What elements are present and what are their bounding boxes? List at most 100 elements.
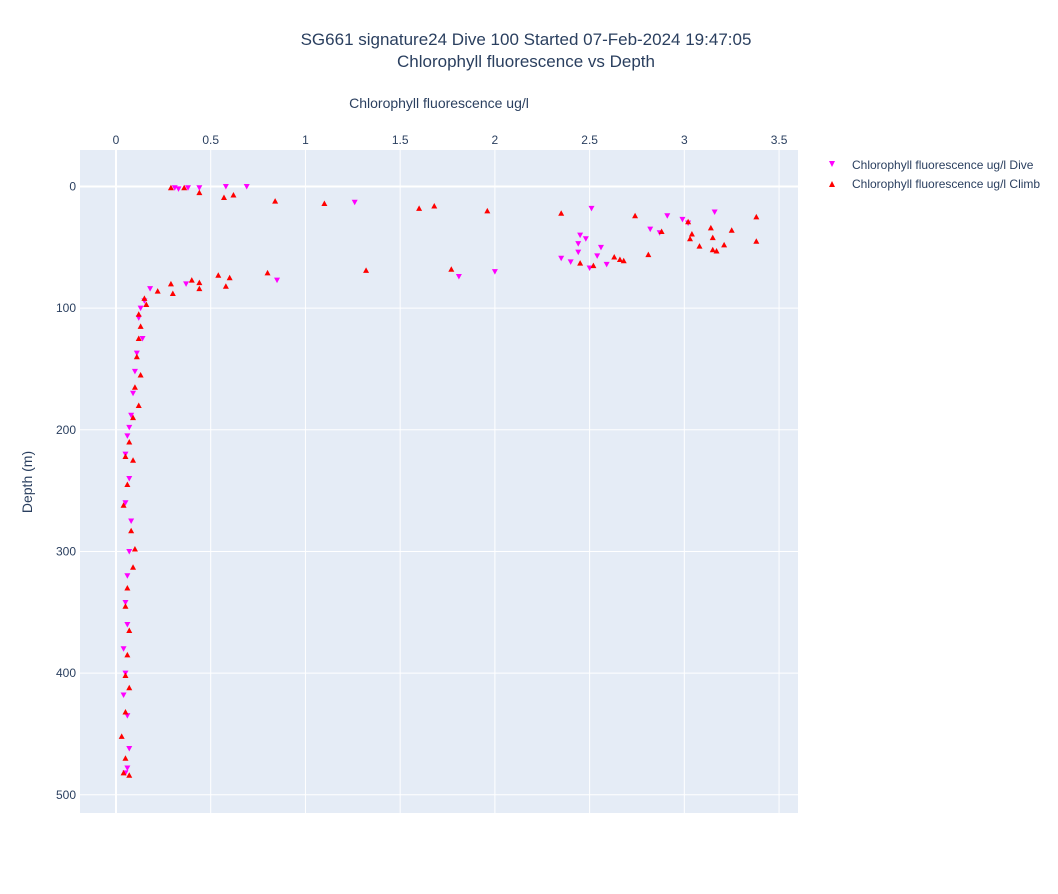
- climb-point[interactable]: [135, 402, 142, 408]
- climb-point[interactable]: [558, 210, 565, 216]
- dive-point[interactable]: [664, 213, 671, 219]
- climb-point[interactable]: [448, 266, 455, 272]
- climb-point[interactable]: [128, 527, 135, 534]
- climb-point[interactable]: [616, 256, 623, 262]
- climb-point[interactable]: [181, 184, 188, 191]
- climb-point[interactable]: [126, 438, 133, 445]
- climb-point[interactable]: [196, 279, 203, 286]
- climb-point[interactable]: [713, 247, 720, 254]
- dive-point[interactable]: [147, 286, 154, 292]
- climb-point[interactable]: [122, 755, 129, 761]
- climb-point[interactable]: [130, 564, 137, 570]
- dive-point[interactable]: [124, 765, 131, 771]
- climb-point[interactable]: [753, 238, 760, 244]
- dive-point[interactable]: [575, 249, 582, 256]
- climb-point[interactable]: [143, 301, 150, 307]
- climb-point[interactable]: [687, 235, 694, 242]
- dive-point[interactable]: [274, 277, 281, 284]
- dive-point[interactable]: [128, 518, 135, 525]
- climb-point[interactable]: [122, 709, 129, 715]
- dive-point[interactable]: [575, 241, 582, 247]
- dive-point[interactable]: [243, 183, 250, 190]
- climb-point[interactable]: [135, 311, 142, 317]
- climb-point[interactable]: [590, 262, 597, 269]
- dive-point[interactable]: [582, 236, 589, 242]
- climb-point[interactable]: [363, 267, 370, 273]
- climb-point[interactable]: [135, 335, 142, 342]
- climb-point[interactable]: [154, 288, 161, 294]
- dive-point[interactable]: [139, 336, 146, 342]
- legend-item-climb[interactable]: Chlorophyll fluorescence ug/l Climb: [829, 177, 1040, 191]
- dive-point[interactable]: [131, 368, 138, 375]
- legend-item-dive[interactable]: Chlorophyll fluorescence ug/l Dive: [829, 158, 1034, 172]
- climb-point[interactable]: [431, 202, 438, 209]
- climb-point[interactable]: [620, 257, 627, 264]
- dive-point[interactable]: [711, 209, 718, 216]
- climb-point[interactable]: [416, 205, 423, 211]
- climb-point[interactable]: [272, 198, 279, 204]
- dive-point[interactable]: [577, 232, 584, 239]
- climb-point[interactable]: [226, 274, 233, 281]
- climb-point[interactable]: [645, 251, 652, 258]
- dive-point[interactable]: [491, 269, 498, 275]
- climb-point[interactable]: [709, 234, 716, 241]
- climb-point[interactable]: [130, 414, 137, 421]
- climb-point[interactable]: [122, 672, 129, 679]
- climb-point[interactable]: [131, 384, 138, 390]
- dive-point[interactable]: [122, 500, 129, 506]
- dive-point[interactable]: [135, 315, 142, 321]
- climb-point[interactable]: [611, 254, 618, 260]
- climb-point[interactable]: [122, 453, 129, 460]
- climb-point[interactable]: [721, 241, 728, 248]
- climb-point[interactable]: [120, 502, 127, 508]
- climb-point[interactable]: [658, 228, 665, 235]
- dive-point[interactable]: [351, 199, 358, 206]
- climb-point[interactable]: [126, 684, 133, 691]
- climb-point[interactable]: [264, 269, 271, 276]
- dive-point[interactable]: [124, 573, 131, 579]
- climb-point[interactable]: [124, 481, 131, 488]
- dive-point[interactable]: [128, 412, 135, 419]
- climb-point[interactable]: [696, 243, 703, 249]
- climb-point[interactable]: [215, 272, 222, 278]
- climb-point[interactable]: [321, 200, 328, 207]
- dive-point[interactable]: [175, 186, 182, 192]
- climb-point[interactable]: [137, 323, 144, 329]
- climb-point[interactable]: [122, 603, 129, 609]
- dive-point[interactable]: [597, 244, 604, 251]
- climb-point[interactable]: [196, 285, 203, 292]
- climb-point[interactable]: [196, 189, 203, 196]
- climb-point[interactable]: [169, 290, 176, 297]
- dive-point[interactable]: [679, 216, 686, 223]
- dive-point[interactable]: [567, 259, 574, 265]
- climb-point[interactable]: [167, 280, 174, 287]
- dive-point[interactable]: [594, 253, 601, 259]
- climb-point[interactable]: [133, 353, 140, 360]
- climb-point[interactable]: [632, 212, 639, 219]
- climb-point[interactable]: [131, 546, 138, 552]
- climb-point[interactable]: [220, 194, 227, 200]
- climb-point[interactable]: [230, 192, 237, 198]
- climb-point[interactable]: [685, 218, 692, 225]
- climb-point[interactable]: [137, 372, 144, 378]
- climb-point[interactable]: [484, 207, 491, 214]
- climb-point[interactable]: [688, 230, 695, 237]
- climb-point[interactable]: [222, 283, 229, 289]
- climb-point[interactable]: [126, 772, 133, 778]
- climb-point[interactable]: [141, 295, 148, 301]
- dive-point[interactable]: [558, 255, 565, 262]
- climb-point[interactable]: [120, 769, 127, 776]
- dive-point[interactable]: [126, 424, 133, 431]
- dive-point[interactable]: [130, 390, 137, 397]
- dive-point[interactable]: [455, 274, 462, 280]
- dive-point[interactable]: [124, 433, 131, 439]
- climb-point[interactable]: [709, 246, 716, 253]
- dive-point[interactable]: [647, 226, 654, 233]
- dive-point[interactable]: [122, 600, 129, 606]
- dive-point[interactable]: [120, 692, 127, 698]
- dive-point[interactable]: [124, 713, 131, 719]
- dive-point[interactable]: [588, 205, 595, 212]
- climb-point[interactable]: [707, 224, 714, 231]
- climb-point[interactable]: [753, 213, 760, 220]
- dive-point[interactable]: [126, 746, 133, 752]
